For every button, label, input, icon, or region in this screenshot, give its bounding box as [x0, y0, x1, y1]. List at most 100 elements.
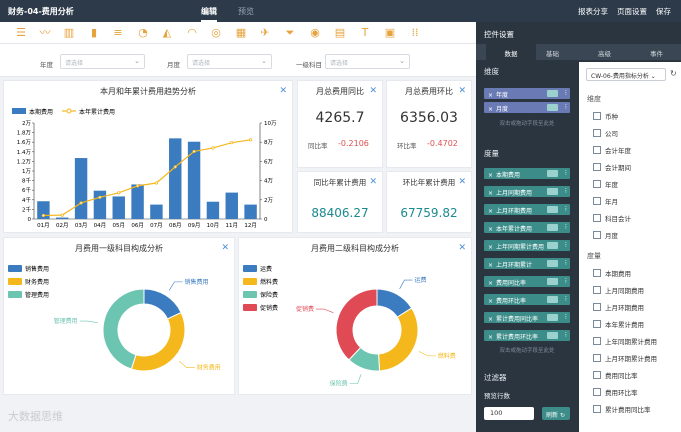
sort-pill[interactable]	[547, 90, 558, 97]
menu-icon[interactable]: ⁝	[564, 205, 567, 213]
funnel-icon[interactable]: ⏷	[285, 26, 295, 39]
dimension-tag[interactable]: × 月度 ⁝	[484, 102, 570, 113]
close-icon[interactable]: ×	[488, 226, 494, 233]
table-icon[interactable]: ☰	[16, 26, 26, 39]
tab-preview[interactable]: 预览	[238, 7, 254, 16]
close-icon[interactable]: ×	[488, 106, 494, 113]
close-icon[interactable]: ×	[488, 208, 494, 215]
pie-icon[interactable]: ◔	[138, 26, 148, 39]
close-icon[interactable]: ×	[488, 280, 494, 287]
bar-h-icon[interactable]: ≡	[113, 26, 123, 39]
measure-tag[interactable]: × 累计费用同比率 ⁝	[484, 312, 570, 323]
field-item[interactable]: 会计期间	[593, 162, 631, 172]
measure-tag[interactable]: × 本期费用 ⁝	[484, 168, 570, 179]
sort-pill[interactable]	[547, 170, 558, 177]
sort-pill[interactable]	[547, 278, 558, 285]
gauge-icon[interactable]: ◠	[187, 26, 197, 39]
menu-icon[interactable]: ⁝	[564, 169, 567, 177]
menu-icon[interactable]: ⁝	[564, 313, 567, 321]
measure-tag[interactable]: × 上月同期费用 ⁝	[484, 186, 570, 197]
measure-tag[interactable]: × 上月环期费用 ⁝	[484, 204, 570, 215]
field-item[interactable]: 公司	[593, 128, 618, 138]
kpi-icon[interactable]: ▤	[334, 26, 346, 39]
field-item[interactable]: 月度	[593, 230, 618, 239]
dataset-select[interactable]: CW-06-费用指标分析 ⌄	[586, 68, 666, 81]
map-icon[interactable]: ✈	[260, 26, 270, 39]
tab-event[interactable]: 事件	[650, 50, 663, 58]
sort-pill[interactable]	[547, 242, 558, 249]
field-item[interactable]: 费用同比率	[593, 370, 638, 380]
kpi-card-month-yoy[interactable]: 月总费用同比 ✕ 4265.7 同比率 -0.2106	[297, 80, 383, 168]
save-button[interactable]: 保存	[656, 7, 671, 16]
circle-icon[interactable]: ◉	[310, 26, 320, 39]
page-settings-button[interactable]: 页面设置	[617, 7, 647, 16]
close-icon[interactable]: ×	[488, 262, 494, 269]
field-item[interactable]: 累计费用同比率	[593, 404, 651, 414]
grid-icon[interactable]: ▦	[235, 26, 247, 39]
close-icon[interactable]: ×	[488, 316, 494, 323]
field-item[interactable]: 年月	[593, 196, 618, 206]
refresh-icon[interactable]: ↻	[670, 69, 677, 78]
measure-tag[interactable]: × 上月环期累计 ⁝	[484, 258, 570, 269]
close-icon[interactable]: ✕	[369, 177, 377, 187]
dimension-drop-hint[interactable]: 双击或拖动字段至此处	[499, 121, 555, 127]
menu-icon[interactable]: ⁝	[564, 187, 567, 195]
more-icon[interactable]: ⁞⁞	[411, 26, 419, 39]
close-icon[interactable]: ×	[488, 244, 494, 251]
pie1-card[interactable]: 月费用一级科目构成分析 ✕ 销售费用 财务费用 管理费用 销售费用 财务费用 管理费用	[3, 237, 235, 395]
menu-icon[interactable]: ⁝	[564, 89, 567, 97]
field-item[interactable]: 科目会计	[593, 213, 631, 223]
ring-gauge-icon[interactable]: ◎	[211, 26, 221, 39]
tab-basic[interactable]: 基础	[546, 50, 559, 58]
field-item[interactable]: 上月环期累计费用	[593, 353, 657, 363]
close-icon[interactable]: ×	[488, 334, 494, 341]
menu-icon[interactable]: ⁝	[564, 295, 567, 303]
line-chart-icon[interactable]: 〰	[39, 26, 51, 39]
image-icon[interactable]: ▣	[384, 26, 396, 39]
measure-tag[interactable]: × 累计费用环比率 ⁝	[484, 330, 570, 341]
menu-icon[interactable]: ⁝	[564, 241, 567, 249]
close-icon[interactable]: ×	[488, 190, 494, 197]
measure-tag[interactable]: × 费用环比率 ⁝	[484, 294, 570, 305]
field-item[interactable]: 本年累计费用	[593, 319, 644, 329]
refresh-button[interactable]: 刷新 ↻	[542, 407, 570, 420]
bar-chart-icon[interactable]: ▥	[63, 26, 75, 39]
close-icon[interactable]: ×	[488, 298, 494, 305]
column-chart-icon[interactable]: ▮	[90, 26, 98, 39]
menu-icon[interactable]: ⁝	[564, 331, 567, 339]
measure-tag[interactable]: × 上年同期累计费用 ⁝	[484, 240, 570, 251]
menu-icon[interactable]: ⁝	[564, 223, 567, 231]
close-icon[interactable]: ×	[488, 172, 494, 179]
text-icon[interactable]: T	[361, 26, 369, 39]
measure-tag[interactable]: × 费用同比率 ⁝	[484, 276, 570, 287]
tab-edit[interactable]: 编辑	[201, 7, 217, 22]
field-item[interactable]: 上月环期费用	[593, 302, 644, 312]
close-icon[interactable]: ✕	[458, 243, 466, 253]
measure-tag[interactable]: × 本年累计费用 ⁝	[484, 222, 570, 233]
tab-advanced[interactable]: 高级	[598, 50, 611, 58]
preview-rows-input[interactable]: 100	[484, 407, 534, 420]
field-item[interactable]: 年度	[593, 179, 618, 189]
menu-icon[interactable]: ⁝	[564, 277, 567, 285]
sort-pill[interactable]	[547, 104, 558, 111]
close-icon[interactable]: ✕	[279, 86, 287, 96]
field-item[interactable]: 本期费用	[593, 268, 631, 278]
sort-pill[interactable]	[547, 260, 558, 267]
share-button[interactable]: 报表分享	[578, 7, 608, 16]
close-icon[interactable]: ✕	[458, 86, 466, 96]
field-item[interactable]: 费用环比率	[593, 387, 638, 397]
field-item[interactable]: 上年同期累计费用	[593, 336, 657, 346]
filter-select-year[interactable]: 请选择 ⌄	[60, 54, 145, 69]
sort-pill[interactable]	[547, 188, 558, 195]
close-icon[interactable]: ✕	[221, 243, 229, 253]
field-item[interactable]: 会计年度	[593, 145, 631, 155]
filter-select-subject[interactable]: 请选择 ⌄	[325, 54, 410, 69]
sort-pill[interactable]	[547, 224, 558, 231]
trend-chart-card[interactable]: 本月和年累计费用趋势分析 ✕ 本期费用 本年累计费用 0 2千 4千 6千 8千 1万 1.2万…	[3, 80, 293, 233]
dimension-tag[interactable]: × 年度 ⁝	[484, 88, 570, 99]
measure-drop-hint[interactable]: 双击或拖动字段至此处	[499, 348, 555, 354]
close-icon[interactable]: ✕	[369, 86, 377, 96]
sort-pill[interactable]	[547, 296, 558, 303]
sort-pill[interactable]	[547, 206, 558, 213]
kpi-card-ytd-yoy[interactable]: 同比年累计费用 ✕ 88406.27	[297, 171, 383, 233]
